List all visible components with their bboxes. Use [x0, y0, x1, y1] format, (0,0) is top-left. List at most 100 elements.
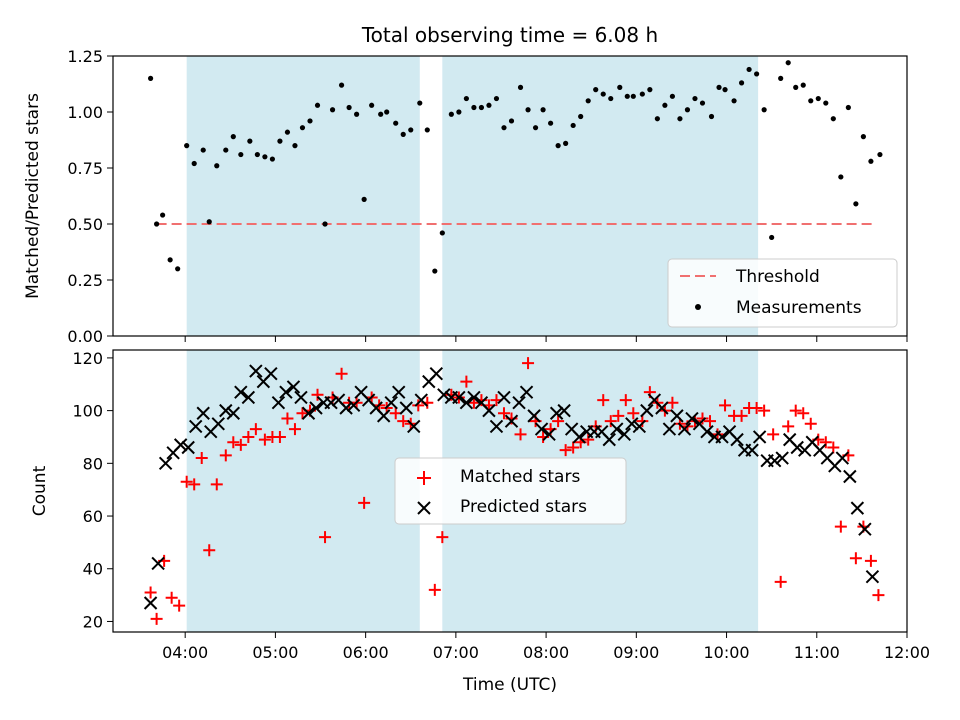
predicted-star-point	[482, 403, 496, 418]
measurement-point	[329, 107, 336, 113]
predicted-star-point	[467, 390, 481, 405]
matched-star-point	[219, 449, 232, 462]
matched-star-point	[144, 586, 157, 599]
measurement-point	[247, 138, 253, 144]
measurement-point	[230, 134, 236, 140]
measurement-point	[800, 82, 806, 88]
predicted-star-point	[497, 390, 511, 405]
measurement-point	[593, 87, 599, 93]
matched-star-point	[150, 612, 163, 625]
matched-star-point	[758, 404, 771, 417]
measurement-point	[823, 100, 829, 106]
y-tick-label: 0.50	[67, 215, 103, 234]
predicted-star-point	[767, 453, 782, 468]
predicted-star-point	[625, 417, 639, 431]
predicted-star-point	[632, 419, 647, 434]
matched-star-point	[849, 552, 862, 565]
measurement-point	[191, 160, 197, 167]
measurement-point	[754, 71, 760, 77]
predicted-star-point	[617, 427, 631, 442]
legend-measurements-label: Measurements	[736, 298, 862, 318]
measurement-point	[662, 102, 668, 108]
predicted-star-point	[655, 401, 669, 415]
legend-matched-label: Matched stars	[460, 467, 580, 487]
matched-star-point	[552, 415, 565, 428]
predicted-star-point	[730, 432, 744, 447]
matched-star-point	[819, 436, 832, 449]
predicted-star-point	[158, 456, 173, 471]
predicted-star-point	[211, 417, 225, 431]
measurement-point	[439, 230, 445, 236]
observing-window-1	[186, 56, 420, 336]
measurement-point	[548, 120, 554, 126]
predicted-star-point	[151, 556, 165, 571]
y-tick-label: 40	[83, 560, 103, 579]
matched-star-point	[242, 430, 255, 443]
observing-window-1	[186, 350, 420, 632]
predicted-star-point	[376, 409, 391, 423]
predicted-star-point	[324, 396, 338, 410]
y-tick-label: 1.00	[67, 103, 103, 122]
measurement-point	[624, 93, 630, 99]
predicted-star-point	[286, 380, 301, 394]
matched-star-point	[234, 438, 247, 451]
matched-star-point	[750, 401, 763, 414]
predicted-star-point	[527, 409, 541, 423]
measurement-point	[563, 140, 569, 146]
top-legend: Threshold Measurements	[667, 258, 898, 328]
matched-star-point	[497, 407, 510, 420]
matched-star-point	[514, 428, 527, 441]
predicted-star-point	[309, 401, 323, 415]
measurement-point	[708, 113, 715, 120]
predicted-star-point	[392, 385, 406, 399]
predicted-star-point	[549, 406, 564, 420]
matched-star-point	[358, 496, 371, 509]
matched-star-point	[696, 412, 709, 425]
predicted-star-point	[677, 422, 692, 436]
matched-star-point	[582, 433, 595, 446]
measurement-point	[570, 122, 576, 129]
predicted-star-point	[437, 388, 451, 402]
measurement-point	[761, 107, 767, 113]
matched-star-point	[412, 399, 425, 412]
measurement-point	[471, 104, 477, 111]
predicted-star-point	[512, 396, 526, 410]
predicted-star-point	[429, 367, 444, 381]
predicted-star-point	[249, 364, 263, 378]
predicted-star-point	[775, 451, 789, 465]
predicted-star-point	[452, 390, 466, 405]
predicted-star-point	[519, 385, 534, 399]
matched-star-point	[619, 394, 632, 407]
x-tick-label: 07:00	[433, 643, 479, 662]
measurement-point	[384, 109, 390, 115]
y-tick-label: 0.25	[67, 271, 103, 290]
measurement-point	[147, 75, 154, 81]
matched-star-point	[782, 420, 795, 433]
predicted-star-point	[602, 432, 616, 447]
matched-star-point	[311, 388, 324, 401]
top-y-axis-label: Matched/Predicted stars	[23, 93, 43, 299]
predicted-star-point	[752, 430, 767, 444]
y-tick-label: 1.25	[67, 47, 103, 66]
legend-measurements-swatch	[695, 304, 701, 310]
measurement-point	[284, 129, 291, 135]
predicted-star-point	[459, 396, 474, 410]
x-tick-label: 10:00	[703, 643, 749, 662]
measurement-point	[432, 268, 438, 274]
x-tick-label: 06:00	[343, 643, 389, 662]
matched-star-point	[436, 531, 449, 544]
measurement-point	[815, 95, 821, 102]
legend-predicted-swatch	[417, 501, 431, 515]
predicted-star-point	[181, 440, 195, 455]
measurement-point	[716, 84, 722, 90]
measurement-point	[448, 111, 454, 117]
measurement-point	[206, 219, 212, 225]
predicted-star-point	[226, 406, 241, 420]
predicted-star-point	[294, 390, 308, 405]
predicted-star-point	[173, 438, 188, 452]
measurement-point	[877, 151, 883, 158]
matched-star-point	[319, 531, 332, 544]
measurement-point	[692, 95, 698, 102]
measurement-point	[493, 95, 500, 102]
